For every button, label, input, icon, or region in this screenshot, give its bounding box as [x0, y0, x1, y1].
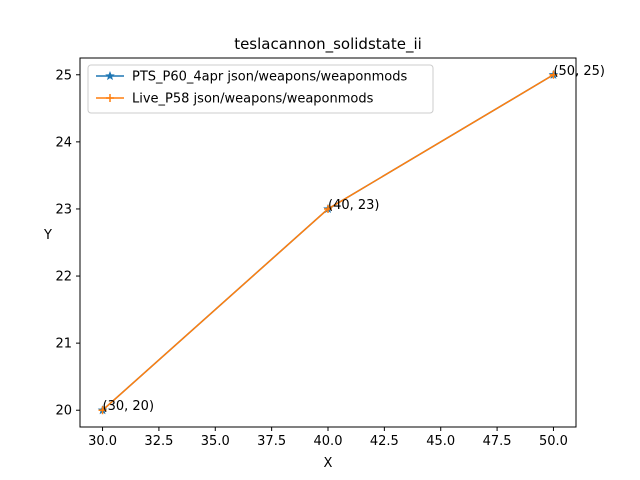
series-line-1 — [102, 74, 554, 411]
y-tick-label: 21 — [55, 337, 72, 352]
data-point — [324, 204, 332, 213]
x-tick-label: 47.5 — [483, 434, 512, 449]
y-axis-label: Y — [43, 228, 52, 243]
point-annotation: (30, 20) — [103, 399, 155, 414]
y-tick-label: 23 — [55, 202, 72, 217]
data-point — [549, 70, 558, 79]
legend-label: PTS_P60_4apr json/weapons/weaponmods — [132, 70, 407, 85]
x-tick-label: 32.5 — [144, 434, 173, 449]
x-tick-label: 37.5 — [257, 434, 286, 449]
x-axis-label: X — [324, 456, 333, 471]
x-tick-label: 35.0 — [201, 434, 230, 449]
chart-title: teslacannon_solidstate_ii — [234, 35, 422, 54]
legend-box — [87, 64, 434, 114]
point-annotation: (50, 25) — [553, 64, 605, 79]
x-tick-label: 50.0 — [539, 434, 568, 449]
plot-area: 30.0 32.5 35.0 37.5 40.0 42.5 45.0 47.5 50.0 20 21… — [55, 57, 605, 449]
data-point — [98, 406, 107, 415]
point-annotation: (40, 23) — [328, 198, 380, 213]
legend-marker — [105, 70, 115, 81]
axes-frame — [79, 57, 577, 428]
y-tick-label: 20 — [55, 404, 72, 419]
x-tick-label: 45.0 — [426, 434, 455, 449]
legend: PTS_P60_4apr json/weapons/weaponmods Live… — [87, 64, 434, 114]
legend-marker — [106, 94, 114, 102]
series-line-2 — [102, 74, 554, 411]
y-tick-label: 22 — [55, 270, 72, 285]
y-tick-label: 24 — [55, 135, 72, 150]
y-tick-label: 25 — [55, 68, 72, 83]
x-tick-label: 40.0 — [314, 434, 343, 449]
x-tick-label: 30.0 — [88, 434, 117, 449]
x-tick-label: 42.5 — [370, 434, 399, 449]
legend-label: Live_P58 json/weapons/weaponmods — [132, 92, 374, 107]
